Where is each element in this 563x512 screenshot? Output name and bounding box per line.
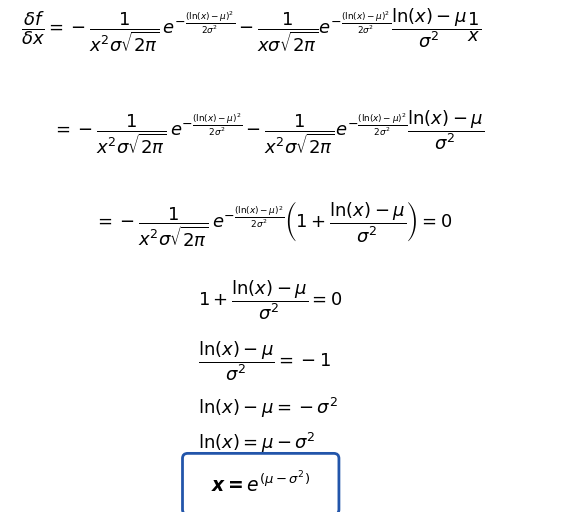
Text: $= -\dfrac{1}{x^2\sigma\sqrt{2\pi}}\,e^{-\frac{(\ln(x)-\mu)^2}{2\sigma^2}} - \df: $= -\dfrac{1}{x^2\sigma\sqrt{2\pi}}\,e^{… [52, 109, 484, 156]
Text: $= -\dfrac{1}{x^2\sigma\sqrt{2\pi}}\,e^{-\frac{(\ln(x)-\mu)^2}{2\sigma^2}}\left(: $= -\dfrac{1}{x^2\sigma\sqrt{2\pi}}\,e^{… [94, 200, 452, 248]
Text: $\dfrac{\delta f}{\delta x} = -\dfrac{1}{x^2\sigma\sqrt{2\pi}}\,e^{-\frac{(\ln(x: $\dfrac{\delta f}{\delta x} = -\dfrac{1}… [21, 6, 481, 54]
Text: $1 + \dfrac{\ln(x)-\mu}{\sigma^2} = 0$: $1 + \dfrac{\ln(x)-\mu}{\sigma^2} = 0$ [198, 279, 343, 323]
Text: $\ln(x) - \mu = -\sigma^2$: $\ln(x) - \mu = -\sigma^2$ [198, 395, 338, 419]
Text: $\dfrac{\ln(x)-\mu}{\sigma^2} = -1$: $\dfrac{\ln(x)-\mu}{\sigma^2} = -1$ [198, 340, 331, 383]
Text: $\boldsymbol{x = e^{(\mu-\sigma^2)}}$: $\boldsymbol{x = e^{(\mu-\sigma^2)}}$ [211, 472, 310, 496]
FancyBboxPatch shape [182, 453, 339, 512]
Text: $\ln(x) = \mu - \sigma^2$: $\ln(x) = \mu - \sigma^2$ [198, 431, 316, 455]
